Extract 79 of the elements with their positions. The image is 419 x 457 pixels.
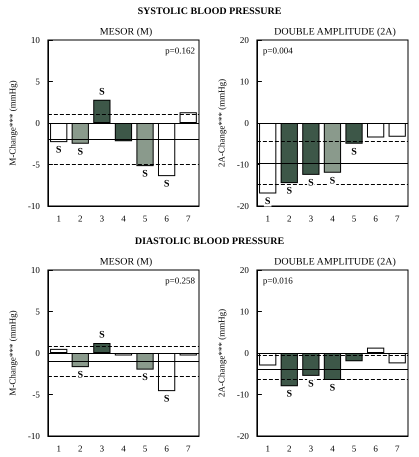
chart-subtitle: MESOR (M) (100, 256, 152, 268)
y-tick-label: -5 (32, 160, 40, 170)
x-tick-label: 4 (121, 444, 126, 454)
x-tick-label: 7 (186, 214, 191, 224)
x-tick-label: 4 (330, 444, 336, 454)
x-tick-label: 1 (56, 214, 61, 224)
x-tick-label: 7 (394, 214, 400, 224)
x-tick-label: 3 (100, 444, 105, 454)
x-tick-label: 5 (352, 214, 357, 224)
annotation: S (99, 330, 106, 341)
x-tick-label: 7 (186, 444, 191, 454)
x-tick-label: 6 (164, 214, 170, 224)
x-tick-label: 1 (265, 444, 270, 454)
y-tick-label: 0 (244, 348, 250, 358)
y-axis-title: 2A-Change*** (mmHg) (216, 308, 226, 398)
x-tick-label: 6 (373, 444, 378, 454)
x-tick-label: 2 (287, 214, 292, 224)
annotation: S (99, 86, 106, 98)
annotation: S (142, 168, 148, 180)
x-tick-label: 3 (308, 444, 314, 454)
annotation: p=0.258 (165, 276, 196, 286)
chart-subtitle: DOUBLE AMPLITUDE (2A) (274, 256, 396, 268)
x-tick-label: 4 (330, 214, 336, 224)
y-tick-label: 10 (240, 306, 250, 316)
annotation: S (308, 378, 314, 390)
x-tick-label: 6 (164, 444, 170, 454)
y-tick-label: 10 (240, 76, 250, 86)
annotation: S (56, 144, 62, 156)
x-tick-label: 1 (56, 444, 61, 454)
x-tick-label: 4 (121, 214, 126, 224)
y-tick-label: -10 (28, 201, 40, 211)
annotation: S (77, 146, 84, 158)
annotation: S (330, 175, 336, 186)
y-tick-label: 0 (35, 348, 40, 358)
chart-title: DIASTOLIC BLOOD PRESSURE (134, 236, 286, 247)
y-tick-label: 20 (240, 265, 250, 275)
y-tick-label: 0 (244, 118, 250, 128)
y-tick-label: -20 (236, 201, 250, 211)
y-tick-label: -10 (28, 431, 40, 441)
chart-title: SYSTOLIC BLOOD PRESSURE (136, 6, 282, 17)
annotation: p=0.004 (262, 46, 294, 56)
y-tick-label: -20 (236, 431, 250, 441)
y-tick-label: -10 (236, 160, 250, 170)
x-tick-label: 7 (394, 444, 400, 454)
y-axis-title: M-Change*** (mmHg) (8, 310, 18, 396)
x-tick-label: 2 (287, 444, 292, 454)
annotation: S (264, 196, 271, 208)
annotation: S (330, 382, 336, 394)
x-tick-label: 2 (78, 444, 83, 454)
annotation: S (77, 370, 84, 381)
chart-subtitle: MESOR (M) (100, 26, 152, 38)
y-axis-title: M-Change*** (mmHg) (8, 80, 18, 166)
y-tick-label: -5 (32, 390, 40, 400)
y-tick-label: 10 (30, 35, 40, 45)
x-tick-label: 1 (265, 214, 270, 224)
annotation: p=0.016 (262, 276, 294, 286)
annotation: S (286, 388, 292, 400)
annotation: S (164, 178, 170, 190)
annotation: p=0.162 (165, 46, 195, 56)
x-tick-label: 3 (100, 214, 105, 224)
y-axis-title: 2A-Change*** (mmHg) (216, 78, 226, 168)
annotation: S (308, 177, 314, 188)
chart-subtitle: DOUBLE AMPLITUDE (2A) (274, 26, 396, 38)
y-tick-label: 5 (35, 306, 40, 316)
y-tick-label: 20 (240, 35, 250, 45)
annotation: S (164, 394, 170, 405)
x-tick-label: 5 (352, 444, 357, 454)
x-tick-label: 5 (142, 444, 148, 454)
x-tick-label: 2 (78, 214, 83, 224)
annotation: S (351, 146, 358, 158)
annotation: S (142, 372, 148, 384)
x-tick-label: 3 (308, 214, 314, 224)
y-tick-label: -10 (236, 390, 250, 400)
x-tick-label: 6 (373, 214, 378, 224)
y-tick-label: 0 (35, 118, 40, 128)
y-tick-label: 5 (35, 76, 40, 86)
y-tick-label: 10 (30, 265, 40, 275)
x-tick-label: 5 (142, 214, 148, 224)
annotation: S (286, 186, 292, 197)
